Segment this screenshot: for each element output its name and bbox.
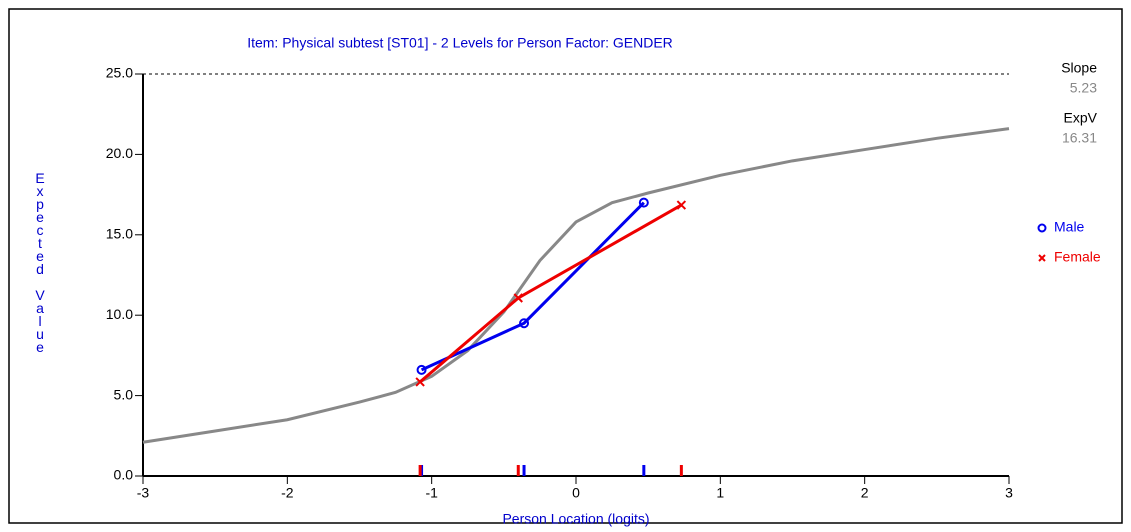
point <box>638 197 649 208</box>
stat-value: 5.23 <box>1070 80 1097 96</box>
legend-marker <box>1038 254 1046 262</box>
legend-marker <box>1037 223 1047 233</box>
point <box>676 200 687 210</box>
x-axis-title: Person Location (logits) <box>502 511 649 527</box>
chart-title: Item: Physical subtest [ST01] - 2 Levels… <box>247 35 673 51</box>
expected-curve <box>142 127 1010 444</box>
x-tick-label: -3 <box>137 485 150 501</box>
y-tick-label: 5.0 <box>114 386 134 402</box>
y-tick-label: 20.0 <box>106 145 133 161</box>
y-tick-label: 10.0 <box>106 306 133 322</box>
stat-label: ExpV <box>1064 110 1098 126</box>
x-tick-label: 2 <box>861 485 869 501</box>
frame <box>8 8 1123 524</box>
point <box>416 364 427 375</box>
point <box>513 293 523 303</box>
x-tick-label: 3 <box>1005 485 1013 501</box>
stat-value: 16.31 <box>1062 130 1097 146</box>
x-tick-label: 1 <box>716 485 724 501</box>
series-line <box>420 201 645 372</box>
x-tick-label: -2 <box>281 485 294 501</box>
x-tick-label: 0 <box>572 485 580 501</box>
y-tick-label: 0.0 <box>114 467 134 483</box>
point <box>415 377 425 387</box>
point <box>519 318 530 329</box>
y-tick-label: 25.0 <box>106 65 133 81</box>
stat-label: Slope <box>1061 60 1097 76</box>
legend-label: Female <box>1054 249 1101 265</box>
x-tick-label: -1 <box>425 485 438 501</box>
y-tick-label: 15.0 <box>106 226 133 242</box>
y-axis-title: Expected Value <box>32 170 48 352</box>
legend-label: Male <box>1054 219 1085 235</box>
